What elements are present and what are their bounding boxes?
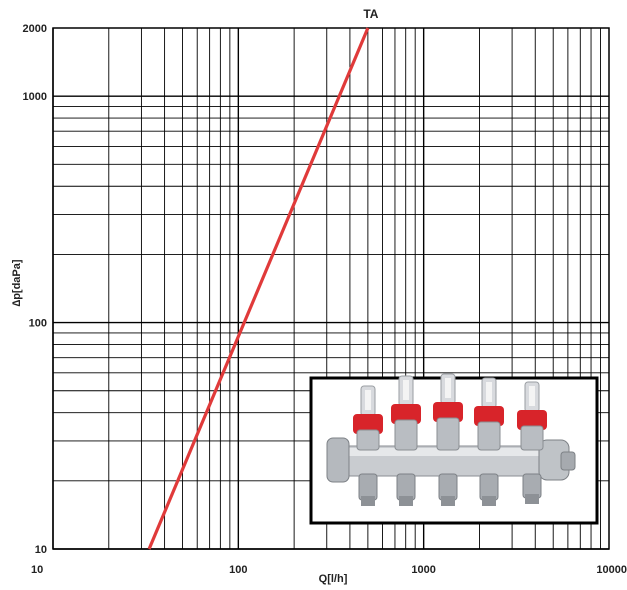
x-tick-label: 10000 [596, 564, 627, 576]
y-tick-labels: 10 100 1000 2000 [23, 23, 47, 556]
valve-4 [474, 377, 504, 506]
y-axis-label: ∆p[daPa] [11, 259, 23, 306]
series-line [147, 27, 370, 550]
valve-3 [433, 373, 463, 506]
y-tick-label: 2000 [23, 23, 47, 35]
manifold-photo [309, 373, 599, 525]
y-tick-label: 10 [35, 544, 47, 556]
x-axis-label: Q[l/h] [319, 573, 348, 585]
y-tick-label: 1000 [23, 91, 47, 103]
x-tick-labels: 10 100 1000 10000 [31, 564, 627, 576]
valve-5 [517, 381, 547, 504]
x-tick-label: 1000 [411, 564, 435, 576]
series-layer: TA [147, 7, 379, 550]
valve-1 [353, 385, 383, 506]
series-label: TA [363, 7, 378, 21]
plot-area-frame [52, 27, 610, 550]
y-tick-label: 100 [29, 318, 47, 330]
valve-2 [391, 375, 421, 506]
x-tick-label: 100 [229, 564, 247, 576]
x-tick-label: 10 [31, 564, 43, 576]
